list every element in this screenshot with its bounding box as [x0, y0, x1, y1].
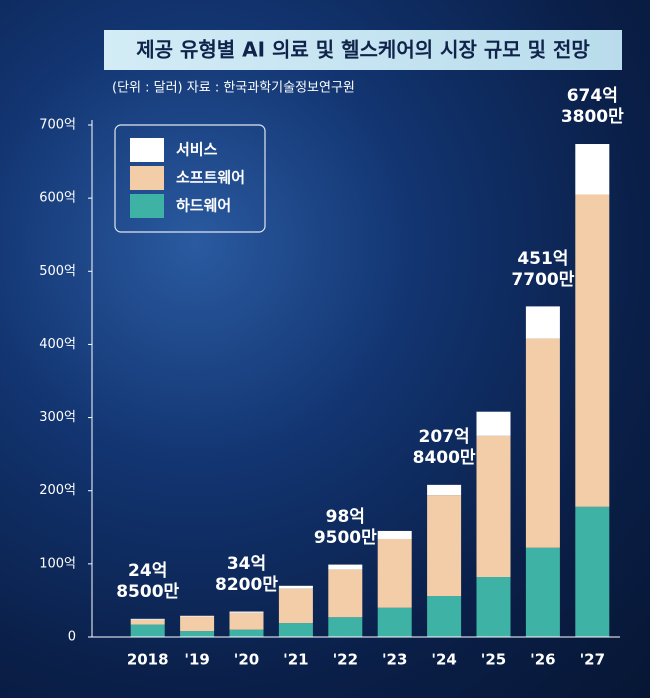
bar-segment — [229, 611, 264, 613]
x-tick-label: '22 — [333, 651, 358, 669]
bar-segment — [525, 547, 560, 637]
total-label: 34억 8200만 — [215, 553, 278, 595]
x-tick-label: '25 — [481, 651, 506, 669]
legend-swatch — [130, 138, 164, 162]
y-tick-label: 200억 — [39, 483, 76, 498]
bar-segment — [130, 619, 165, 625]
x-tick-label: '23 — [382, 651, 407, 669]
bar-segment — [278, 588, 313, 624]
total-label: 98억 9500만 — [313, 506, 377, 548]
bar-segment — [427, 495, 462, 597]
bar-segment — [328, 564, 363, 570]
bar-segment — [377, 530, 412, 539]
chart-title: 제공 유형별 AI 의료 및 헬스케어의 시장 규모 및 전망 — [136, 38, 590, 62]
x-tick-label: '27 — [580, 651, 605, 669]
total-label: 674억 3800만 — [560, 85, 624, 127]
bar-segment — [377, 538, 412, 608]
y-tick-label: 100억 — [39, 556, 76, 571]
bar-segment — [427, 596, 462, 637]
bar-segment — [229, 629, 264, 637]
total-label: 451억 7700만 — [511, 248, 575, 290]
bar-segment — [476, 411, 511, 436]
bar-segment — [180, 615, 215, 617]
total-label: 207억 8400만 — [412, 426, 476, 468]
bar-segment — [377, 607, 412, 637]
y-tick-label: 700억 — [39, 118, 76, 133]
bar-segment — [575, 506, 610, 637]
bar-segment — [130, 618, 165, 620]
legend-label: 하드웨어 — [176, 197, 231, 215]
legend-label: 서비스 — [176, 141, 218, 159]
y-tick-label: 300억 — [39, 410, 76, 425]
bar-segment — [130, 624, 165, 637]
total-label: 24억 8500만 — [116, 560, 180, 602]
bar-segment — [525, 338, 560, 548]
bar-segment — [229, 612, 264, 630]
bar-segment — [575, 194, 610, 507]
x-tick-label: '21 — [283, 651, 308, 669]
bar-segment — [328, 617, 363, 637]
y-tick-label: 400억 — [39, 337, 76, 352]
bar-segment — [575, 144, 610, 195]
x-tick-label: '26 — [530, 651, 555, 669]
bar-segment — [476, 577, 511, 637]
legend-label: 소프트웨어 — [176, 169, 245, 187]
legend-swatch — [130, 166, 164, 190]
bar-segment — [180, 631, 215, 637]
x-tick-label: '20 — [234, 651, 259, 669]
x-tick-label: '19 — [184, 651, 209, 669]
bar-segment — [427, 484, 462, 496]
bar-segment — [278, 585, 313, 589]
x-tick-label: 2018 — [127, 651, 169, 669]
legend-box — [114, 124, 266, 233]
y-tick-label: 500억 — [39, 264, 76, 279]
y-tick-label: 0 — [68, 630, 76, 645]
subtitle: (단위 : 달러) 자료 : 한국과학기술정보연구원 — [112, 81, 355, 96]
bar-segment — [525, 306, 560, 339]
legend-swatch — [130, 194, 164, 218]
bar-segment — [180, 616, 215, 632]
title-banner — [104, 30, 622, 70]
bar-segment — [328, 569, 363, 618]
x-tick-label: '24 — [431, 651, 456, 669]
bar-segment — [476, 435, 511, 578]
y-tick-label: 600억 — [39, 191, 76, 206]
bar-segment — [278, 623, 313, 637]
